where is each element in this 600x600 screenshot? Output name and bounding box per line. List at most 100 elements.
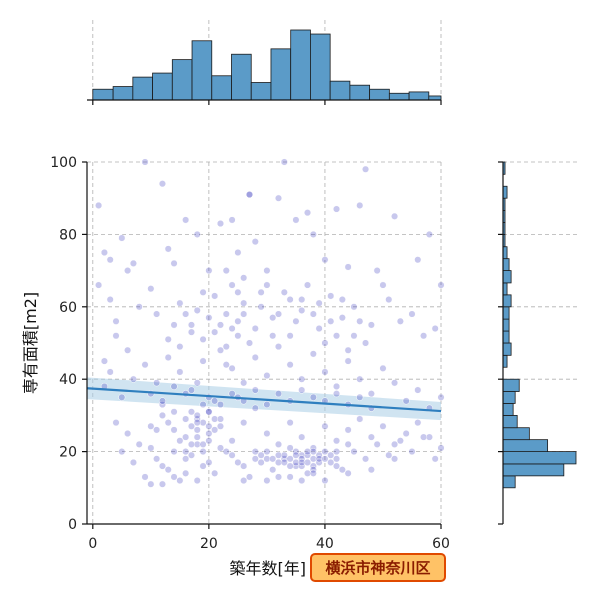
- scatter-point: [303, 458, 312, 467]
- scatter-point: [402, 429, 410, 438]
- scatter-point: [303, 209, 312, 217]
- scatter-point: [228, 390, 236, 398]
- scatter-point: [199, 357, 207, 365]
- scatter-point: [251, 448, 259, 456]
- x-hist-bar: [191, 40, 213, 101]
- scatter-point: [385, 296, 393, 304]
- scatter-point: [158, 180, 166, 188]
- x-hist-bar: [132, 76, 153, 101]
- y-hist-bar: [502, 330, 510, 344]
- scatter-point: [338, 296, 346, 304]
- scatter-point: [332, 455, 341, 463]
- right-histogram-gridlines: [503, 161, 580, 453]
- scatter-point: [205, 314, 213, 322]
- x-tick-label: 40: [316, 536, 334, 552]
- scatter-point: [292, 317, 300, 325]
- scatter-point: [332, 448, 341, 456]
- scatter-point: [321, 256, 329, 264]
- scatter-point: [199, 462, 207, 470]
- scatter-point: [170, 382, 178, 390]
- x-hist-bar: [92, 88, 114, 101]
- scatter-point: [193, 433, 201, 441]
- scatter-point: [182, 433, 190, 441]
- scatter-point: [379, 422, 387, 430]
- scatter-point: [147, 285, 155, 293]
- scatter-point: [280, 288, 288, 296]
- scatter-point: [303, 448, 312, 456]
- scatter-point: [315, 458, 323, 467]
- scatter-point: [309, 455, 317, 463]
- scatter-point: [153, 310, 161, 318]
- scatter-point: [303, 451, 312, 459]
- scatter-point: [274, 473, 283, 481]
- scatter-point: [205, 429, 213, 438]
- scatter-point: [135, 440, 143, 448]
- scatter-point: [274, 343, 283, 351]
- scatter-point: [251, 353, 259, 362]
- scatter-point: [187, 451, 196, 459]
- scatter-point: [164, 466, 172, 474]
- scatter-point: [222, 267, 230, 275]
- scatter-point: [292, 462, 300, 470]
- scatter-point: [298, 458, 306, 467]
- scatter-point: [332, 332, 341, 340]
- y-hist-bar: [502, 439, 549, 452]
- y-tick-label: 20: [59, 445, 77, 461]
- scatter-point: [391, 379, 399, 387]
- x-hist-bar: [408, 91, 430, 101]
- scatter-point: [182, 448, 190, 456]
- scatter-point: [153, 379, 161, 387]
- region-tag-box: [310, 553, 446, 582]
- scatter-point: [367, 433, 375, 441]
- scatter-point: [263, 281, 271, 289]
- scatter-point: [187, 321, 196, 329]
- scatter-point: [280, 451, 288, 459]
- scatter-point: [356, 317, 364, 325]
- scatter-point: [251, 324, 259, 333]
- scatter-point: [141, 361, 149, 369]
- scatter-point: [269, 466, 277, 474]
- scatter-point: [408, 310, 416, 318]
- scatter-point: [158, 462, 166, 470]
- scatter-point: [327, 451, 335, 459]
- scatter-point: [106, 256, 114, 264]
- scatter-point: [257, 303, 265, 311]
- scatter-point: [315, 455, 323, 463]
- scatter-point: [327, 317, 335, 325]
- scatter-point: [240, 462, 248, 470]
- y-marginal-histogram: [502, 161, 577, 489]
- scatter-point: [362, 339, 370, 347]
- scatter-point: [245, 339, 254, 347]
- scatter-point: [286, 296, 294, 304]
- y-hist-bar: [502, 185, 508, 199]
- scatter-point: [245, 473, 254, 481]
- scatter-point: [240, 310, 248, 318]
- y-hist-bar: [502, 270, 512, 284]
- scatter-point: [205, 267, 213, 275]
- x-hist-bar: [290, 29, 311, 101]
- scatter-point: [222, 448, 230, 456]
- scatter-point: [298, 296, 306, 304]
- scatter-point: [228, 437, 236, 445]
- scatter-point: [274, 310, 283, 318]
- scatter-point: [153, 455, 161, 463]
- scatter-point: [199, 400, 207, 409]
- scatter-point: [199, 448, 207, 456]
- scatter-point: [263, 372, 271, 380]
- scatter-point: [263, 477, 271, 485]
- scatter-point: [100, 357, 108, 365]
- axis-ticks: 0 20 40 60 0 20 40 60 80 100: [50, 100, 503, 552]
- x-hist-bar: [310, 33, 331, 101]
- scatter-point: [187, 440, 196, 448]
- scatter-point: [182, 216, 190, 224]
- scatter-point: [106, 368, 114, 376]
- scatter-point: [216, 444, 225, 452]
- scatter-point: [245, 191, 254, 199]
- x-hist-bar: [231, 53, 252, 101]
- scatter-point: [425, 230, 433, 238]
- scatter-point: [292, 451, 300, 459]
- scatter-point: [228, 324, 236, 333]
- scatter-point: [425, 433, 433, 441]
- scatter-point: [211, 426, 219, 434]
- scatter-point: [420, 332, 428, 340]
